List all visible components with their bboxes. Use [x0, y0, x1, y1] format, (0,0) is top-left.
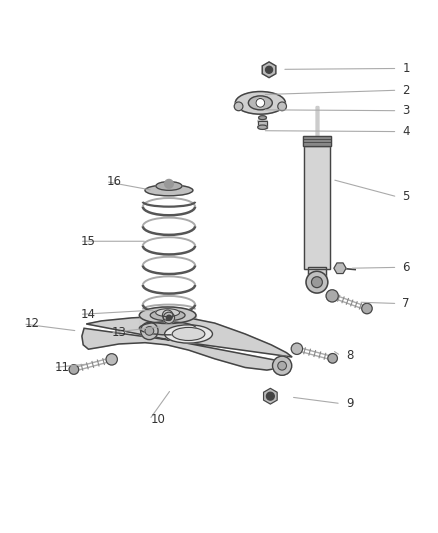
Text: 9: 9 [346, 397, 353, 410]
Ellipse shape [248, 96, 272, 110]
Circle shape [326, 290, 338, 302]
Ellipse shape [156, 182, 182, 190]
Text: 1: 1 [403, 62, 410, 75]
Bar [139, 315, 196, 328]
Bar [304, 146, 329, 269]
Text: 8: 8 [346, 349, 353, 362]
Circle shape [165, 180, 173, 188]
Text: 13: 13 [111, 326, 126, 339]
Circle shape [291, 343, 303, 354]
Circle shape [265, 66, 272, 73]
Circle shape [311, 277, 322, 288]
Polygon shape [262, 62, 276, 78]
Circle shape [166, 315, 172, 320]
Circle shape [278, 361, 286, 370]
Ellipse shape [165, 325, 212, 343]
Circle shape [106, 354, 117, 365]
Ellipse shape [258, 119, 267, 123]
Text: 5: 5 [403, 190, 410, 204]
Bar [303, 136, 331, 146]
Circle shape [272, 356, 292, 375]
Circle shape [256, 99, 265, 107]
Polygon shape [264, 389, 277, 404]
Text: 10: 10 [151, 413, 166, 426]
Text: 6: 6 [403, 261, 410, 274]
Circle shape [362, 303, 372, 314]
Text: 2: 2 [403, 84, 410, 96]
Circle shape [306, 271, 328, 293]
Text: 15: 15 [81, 235, 96, 248]
Ellipse shape [139, 307, 196, 324]
Bar [258, 121, 267, 128]
Bar [304, 146, 329, 269]
Circle shape [163, 312, 175, 324]
Polygon shape [82, 315, 292, 370]
Ellipse shape [145, 185, 193, 196]
Text: 14: 14 [81, 308, 96, 321]
Bar [303, 136, 331, 146]
Circle shape [328, 353, 337, 363]
Text: 4: 4 [403, 125, 410, 138]
Ellipse shape [139, 322, 196, 335]
Bar [316, 107, 318, 136]
Ellipse shape [172, 327, 205, 341]
Ellipse shape [150, 310, 185, 321]
Text: 7: 7 [403, 297, 410, 310]
Text: 11: 11 [55, 361, 70, 374]
Text: 3: 3 [403, 104, 410, 117]
Ellipse shape [155, 309, 180, 317]
Circle shape [162, 310, 173, 320]
Bar [258, 121, 267, 128]
Ellipse shape [235, 92, 286, 114]
Ellipse shape [258, 125, 267, 130]
Bar [308, 266, 326, 282]
Circle shape [278, 102, 286, 111]
Circle shape [234, 102, 243, 111]
Bar [308, 266, 326, 282]
Text: 16: 16 [107, 175, 122, 188]
Circle shape [69, 365, 79, 374]
Ellipse shape [258, 116, 266, 119]
Circle shape [266, 392, 274, 400]
Circle shape [145, 327, 154, 335]
Text: 12: 12 [25, 318, 39, 330]
Circle shape [141, 322, 158, 340]
Polygon shape [334, 263, 346, 273]
